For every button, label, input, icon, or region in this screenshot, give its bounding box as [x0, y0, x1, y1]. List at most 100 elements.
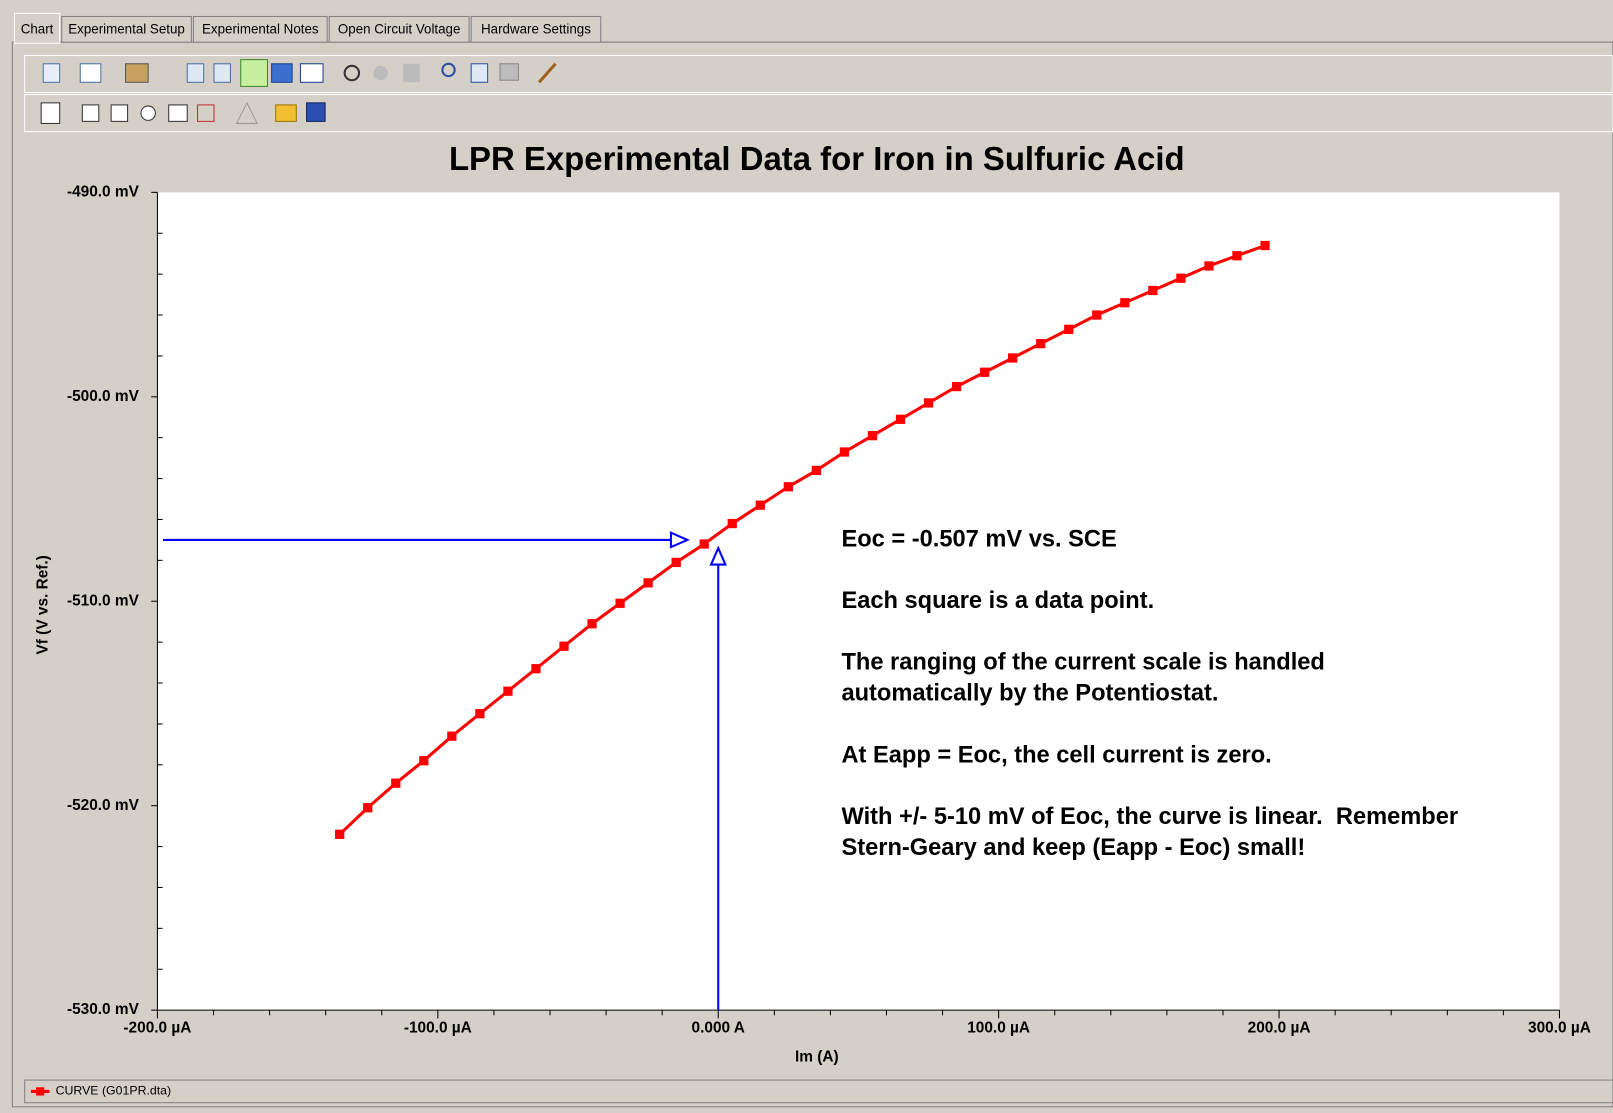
icon[interactable] — [213, 63, 231, 83]
y-tick-label: -490.0 mV — [67, 183, 140, 200]
icon[interactable] — [140, 105, 156, 121]
arrow-head — [669, 531, 690, 549]
data-point — [839, 447, 850, 457]
data-point — [643, 578, 653, 588]
data-point — [755, 500, 765, 510]
icon[interactable] — [168, 104, 188, 122]
icon[interactable] — [42, 63, 61, 83]
data-point — [1204, 261, 1214, 271]
data-point — [1092, 310, 1102, 320]
x-tick-label: -100.0 µA — [404, 1020, 472, 1037]
icon[interactable] — [537, 62, 557, 84]
legend-marker — [36, 1087, 45, 1096]
tab[interactable] — [470, 15, 602, 43]
annotation: The ranging of the current scale is hand… — [841, 650, 1324, 676]
data-point — [811, 465, 822, 476]
data-point — [559, 641, 569, 651]
x-tick-label: 100.0 µA — [967, 1020, 1030, 1037]
chart-title: LPR Experimental Data for Iron in Sulfur… — [449, 140, 1185, 177]
data-point — [727, 518, 737, 529]
data-point — [615, 598, 625, 608]
plot-area — [157, 192, 1560, 1011]
tab[interactable] — [192, 15, 328, 43]
data-point — [1148, 285, 1158, 296]
x-axis-title: Im (A) — [795, 1049, 839, 1066]
icon[interactable] — [240, 59, 269, 87]
y-tick-label: -530.0 mV — [67, 1001, 140, 1018]
data-point — [335, 829, 345, 839]
icon[interactable] — [275, 104, 297, 122]
icon[interactable] — [441, 62, 456, 78]
toolbar — [24, 55, 1613, 133]
icon[interactable] — [343, 64, 361, 82]
icon[interactable] — [373, 65, 388, 81]
data-point — [671, 557, 681, 568]
data-point — [951, 381, 962, 392]
data-point — [1260, 240, 1270, 251]
icon[interactable] — [81, 104, 100, 122]
tab-label[interactable]: Hardware Settings — [481, 21, 591, 36]
icon[interactable] — [186, 63, 205, 83]
data-point — [363, 803, 373, 813]
icon[interactable] — [470, 63, 489, 83]
icon[interactable] — [235, 101, 259, 124]
data-point — [923, 398, 934, 408]
data-point — [699, 539, 709, 549]
data-point — [895, 414, 906, 424]
y-tick-label: -520.0 mV — [67, 797, 140, 814]
tab-label[interactable]: Chart — [21, 21, 54, 36]
y-axis-title: Vf (V vs. Ref.) — [34, 555, 51, 654]
data-point — [1008, 353, 1018, 363]
toolbar-row — [24, 94, 1613, 133]
tab[interactable] — [13, 12, 61, 44]
annotation: Each square is a data point. — [841, 588, 1154, 614]
x-tick-label: 200.0 µA — [1248, 1020, 1311, 1037]
data-point — [1232, 251, 1242, 261]
x-tick-label: 0.000 A — [692, 1020, 745, 1037]
data-point — [1120, 298, 1130, 308]
curve — [338, 244, 1266, 836]
data-point — [531, 664, 541, 674]
icon[interactable] — [499, 63, 519, 81]
data-point — [391, 778, 401, 788]
legend-label: CURVE (G01PR.dta) — [56, 1084, 172, 1098]
tab[interactable] — [61, 15, 192, 43]
tab-label[interactable]: Experimental Setup — [68, 21, 185, 36]
icon[interactable] — [125, 63, 149, 83]
icon[interactable] — [306, 102, 326, 122]
icon[interactable] — [403, 63, 420, 83]
icon[interactable] — [299, 63, 324, 83]
data-point — [1064, 324, 1074, 334]
legend-box — [24, 1079, 1613, 1104]
annotation: At Eapp = Eoc, the cell current is zero. — [841, 742, 1271, 768]
data-point — [475, 709, 485, 719]
data-point — [503, 686, 513, 696]
tab-label[interactable]: Open Circuit Voltage — [338, 21, 461, 36]
icon[interactable] — [197, 104, 215, 122]
tab[interactable] — [328, 15, 470, 43]
annotation: automatically by the Potentiostat. — [841, 681, 1218, 707]
icon[interactable] — [40, 102, 61, 124]
icon[interactable] — [79, 63, 102, 83]
data-point — [867, 431, 878, 441]
y-tick-label: -510.0 mV — [67, 592, 140, 609]
tab-label[interactable]: Experimental Notes — [202, 21, 319, 36]
icon[interactable] — [271, 63, 293, 83]
data-point — [447, 731, 457, 741]
y-tick-label: -500.0 mV — [67, 388, 140, 405]
data-point — [783, 482, 793, 492]
data-point — [587, 619, 597, 629]
data-point — [980, 367, 990, 377]
icon[interactable] — [110, 104, 129, 122]
annotation: Eoc = -0.507 mV vs. SCE — [841, 526, 1116, 552]
data-point — [419, 756, 429, 766]
arrow-head — [709, 545, 728, 566]
x-tick-label: 300.0 µA — [1528, 1020, 1591, 1037]
annotation: Stern-Geary and keep (Eapp - Eoc) small! — [841, 835, 1305, 861]
annotation: With +/- 5-10 mV of Eoc, the curve is li… — [841, 804, 1458, 830]
data-point — [1176, 273, 1186, 283]
data-point — [1036, 339, 1046, 349]
x-tick-label: -200.0 µA — [123, 1020, 191, 1037]
